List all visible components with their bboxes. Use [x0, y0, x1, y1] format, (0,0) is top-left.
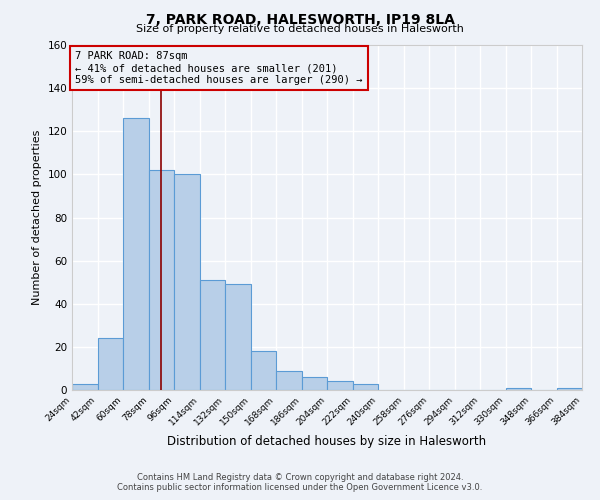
- Bar: [97, 338, 123, 390]
- Bar: [327, 382, 353, 390]
- Bar: [199, 280, 225, 390]
- Bar: [505, 388, 531, 390]
- Bar: [174, 174, 199, 390]
- Y-axis label: Number of detached properties: Number of detached properties: [32, 130, 42, 305]
- Bar: [557, 388, 582, 390]
- Text: 7 PARK ROAD: 87sqm
← 41% of detached houses are smaller (201)
59% of semi-detach: 7 PARK ROAD: 87sqm ← 41% of detached hou…: [75, 52, 362, 84]
- Bar: [72, 384, 97, 390]
- Bar: [302, 377, 327, 390]
- Bar: [149, 170, 174, 390]
- X-axis label: Distribution of detached houses by size in Halesworth: Distribution of detached houses by size …: [167, 436, 487, 448]
- Bar: [276, 370, 302, 390]
- Bar: [353, 384, 378, 390]
- Bar: [225, 284, 251, 390]
- Bar: [251, 351, 276, 390]
- Text: 7, PARK ROAD, HALESWORTH, IP19 8LA: 7, PARK ROAD, HALESWORTH, IP19 8LA: [146, 12, 454, 26]
- Text: Contains HM Land Registry data © Crown copyright and database right 2024.
Contai: Contains HM Land Registry data © Crown c…: [118, 473, 482, 492]
- Bar: [123, 118, 149, 390]
- Text: Size of property relative to detached houses in Halesworth: Size of property relative to detached ho…: [136, 24, 464, 34]
